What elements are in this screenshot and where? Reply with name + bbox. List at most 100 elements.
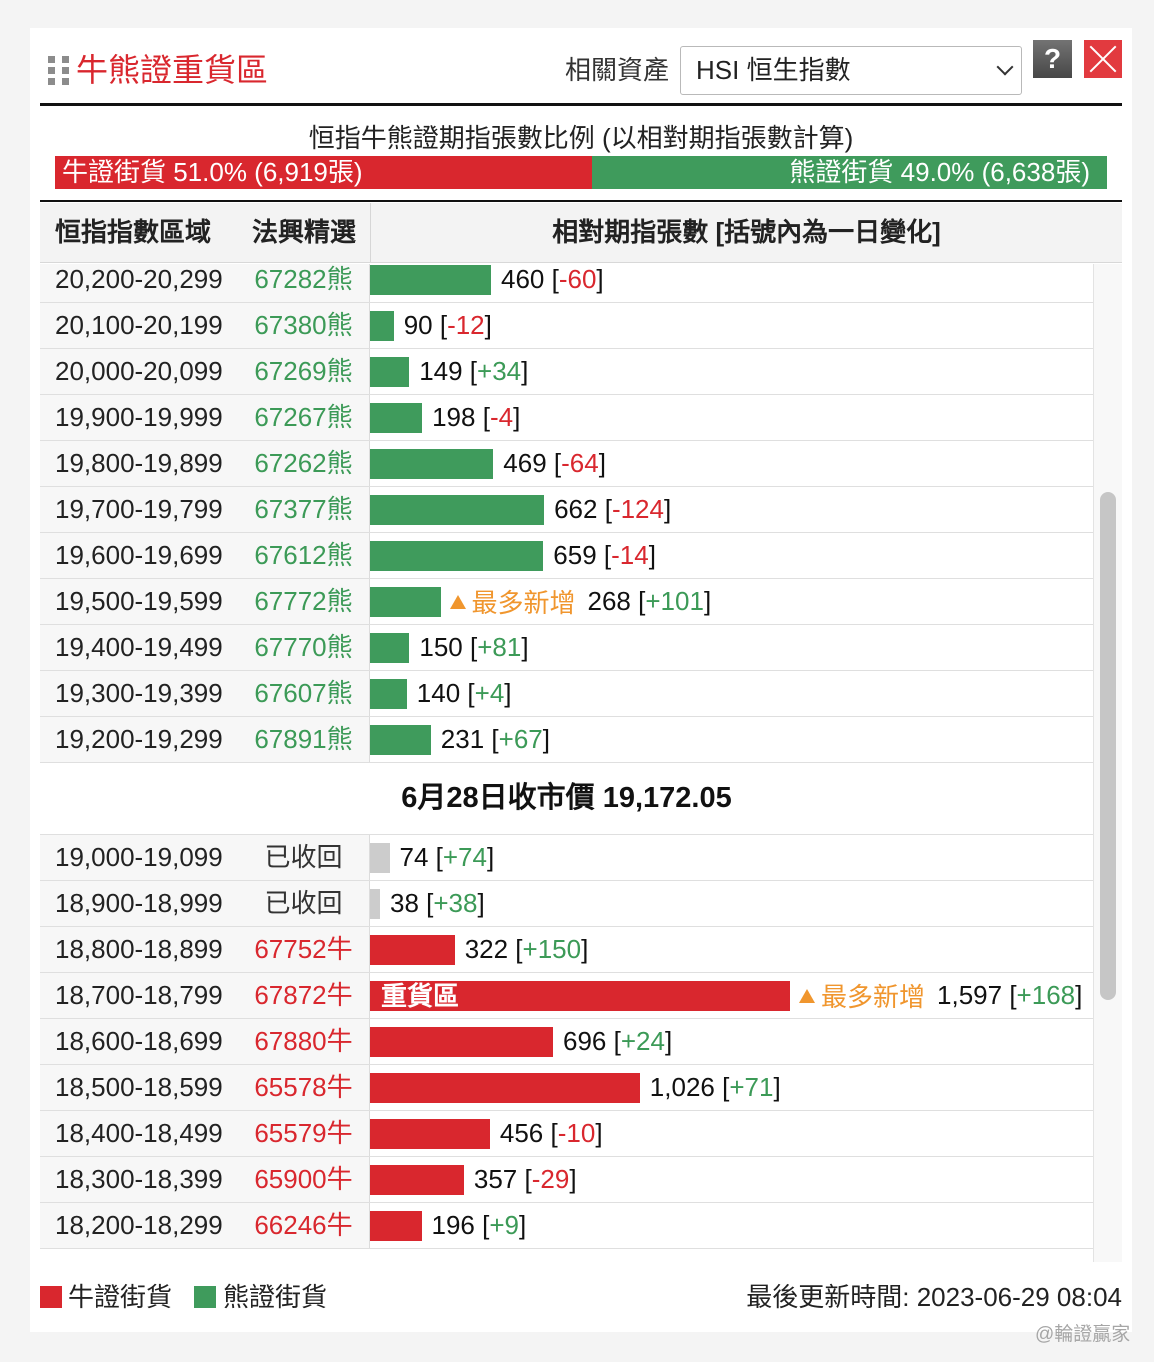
warrant-code-link[interactable]: 67262熊 xyxy=(238,441,370,486)
range-cell: 18,200-18,299 xyxy=(40,1203,238,1248)
range-cell: 19,300-19,399 xyxy=(40,671,238,716)
warrant-code-link[interactable]: 67772熊 xyxy=(238,579,370,624)
table-row: 18,900-18,999 已收回 38 [+38] xyxy=(40,881,1093,927)
warrant-code-link[interactable]: 67607熊 xyxy=(238,671,370,716)
value-label: 662 [-124] xyxy=(554,494,672,524)
scrollbar-track[interactable] xyxy=(1093,264,1122,1262)
bar-cell: 1,026 [+71] xyxy=(370,1065,1093,1110)
change-value: +67 xyxy=(498,724,543,754)
bar-cell: 198 [-4] xyxy=(370,395,1093,440)
help-button[interactable]: ? xyxy=(1033,40,1072,78)
range-cell: 18,800-18,899 xyxy=(40,927,238,972)
warrant-code-link[interactable]: 66246牛 xyxy=(238,1203,370,1248)
contracts-value: 659 xyxy=(553,540,597,570)
range-cell: 18,300-18,399 xyxy=(40,1157,238,1202)
change-value: +9 xyxy=(489,1210,519,1240)
warrant-code-link[interactable]: 67770熊 xyxy=(238,625,370,670)
warrant-code-link[interactable]: 65578牛 xyxy=(238,1065,370,1110)
range-cell: 18,700-18,799 xyxy=(40,973,238,1018)
warrant-code-link[interactable]: 67891熊 xyxy=(238,717,370,762)
value-label: 456 [-10] xyxy=(499,1118,603,1148)
bar-cell: 460 [-60] xyxy=(370,264,1093,302)
contracts-value: 38 xyxy=(390,888,419,918)
range-cell: 19,600-19,699 xyxy=(40,533,238,578)
legend-bull-label: 牛證街貨 xyxy=(68,1282,173,1312)
range-cell: 19,000-19,099 xyxy=(40,835,238,880)
change-value: -10 xyxy=(557,1118,596,1148)
contracts-value: 90 xyxy=(403,310,433,340)
table-row: 19,000-19,099 已收回 74 [+74] xyxy=(40,835,1093,881)
table-row: 19,300-19,399 67607熊 140 [+4] xyxy=(40,671,1093,717)
column-header-pick: 法興精選 xyxy=(251,217,356,247)
range-cell: 18,400-18,499 xyxy=(40,1111,238,1156)
table-row: 20,000-20,099 67269熊 149 [+34] xyxy=(40,349,1093,395)
watermark: @輪證贏家 xyxy=(1035,1324,1131,1345)
warrant-code-link[interactable]: 67282熊 xyxy=(238,264,370,302)
value-label: 460 [-60] xyxy=(501,264,604,294)
bar-inner-label: 重貨區 xyxy=(381,980,460,1011)
change-value: +150 xyxy=(522,934,582,964)
warrant-code-link[interactable]: 67267熊 xyxy=(238,395,370,440)
value-label: 149 [+34] xyxy=(419,356,529,386)
contracts-value: 268 xyxy=(587,586,631,616)
bar-cell: 456 [-10] xyxy=(370,1111,1093,1156)
contracts-value: 74 xyxy=(399,842,429,872)
warrant-code-link[interactable]: 67269熊 xyxy=(238,349,370,394)
bar-cell: 662 [-124] xyxy=(370,487,1093,532)
warrant-code-link[interactable]: 65579牛 xyxy=(238,1111,370,1156)
contracts-value: 469 xyxy=(503,448,547,478)
contracts-bar xyxy=(370,356,410,387)
bar-cell: 196 [+9] xyxy=(370,1203,1093,1248)
legend-bear-swatch xyxy=(194,1286,216,1308)
value-label: 231 [+67] xyxy=(440,724,550,754)
triangle-up-icon xyxy=(449,594,466,609)
table-header: 恒指指數區域 法興精選 相對期指張數 [括號內為一日變化] xyxy=(40,203,1122,263)
scrollbar-thumb[interactable] xyxy=(1100,492,1116,1000)
change-value: +168 xyxy=(1016,980,1076,1010)
warrant-code-link[interactable]: 65900牛 xyxy=(238,1157,370,1202)
legend-bear-label: 熊證街貨 xyxy=(223,1282,328,1312)
value-label: 150 [+81] xyxy=(419,632,529,662)
value-label: 38 [+38] xyxy=(390,888,485,918)
table-row: 18,700-18,799 67872牛 重貨區 最多新增 1,597 [+168] xyxy=(40,973,1093,1019)
contracts-bar xyxy=(370,724,431,755)
contracts-bar xyxy=(370,540,544,571)
warrant-code-link[interactable]: 67612熊 xyxy=(238,533,370,578)
bar-cell: 149 [+34] xyxy=(370,349,1093,394)
recovered-label: 已收回 xyxy=(238,881,370,926)
chevron-down-icon xyxy=(996,58,1014,76)
value-label: 357 [-29] xyxy=(473,1164,577,1194)
asset-select[interactable]: HSI 恒生指數 xyxy=(680,46,1022,95)
header-divider xyxy=(40,103,1122,106)
bar-cell: 最多新增 268 [+101] xyxy=(370,579,1093,624)
warrant-code-link[interactable]: 67880牛 xyxy=(238,1019,370,1064)
contracts-bar xyxy=(370,888,380,919)
contracts-bar xyxy=(370,310,394,341)
warrant-code-link[interactable]: 67380熊 xyxy=(238,303,370,348)
contracts-bar xyxy=(370,402,423,433)
range-cell: 19,500-19,599 xyxy=(40,579,238,624)
close-button[interactable] xyxy=(1084,40,1122,78)
column-header-range: 恒指指數區域 xyxy=(55,217,212,247)
change-value: +71 xyxy=(729,1072,774,1102)
drag-handle-icon[interactable] xyxy=(48,56,69,85)
bar-cell: 231 [+67] xyxy=(370,717,1093,762)
bar-cell: 150 [+81] xyxy=(370,625,1093,670)
ratio-bear-label: 熊證街貨 49.0% (6,638張) xyxy=(789,157,1090,187)
warrant-code-link[interactable]: 67752牛 xyxy=(238,927,370,972)
table-body[interactable]: 20,200-20,299 67282熊 460 [-60] 20,100-20,19… xyxy=(40,264,1122,1262)
range-cell: 20,200-20,299 xyxy=(40,264,238,302)
bar-cell: 38 [+38] xyxy=(370,881,1093,926)
table-row: 19,600-19,699 67612熊 659 [-14] xyxy=(40,533,1093,579)
table-rows: 20,200-20,299 67282熊 460 [-60] 20,100-20,19… xyxy=(40,264,1093,1249)
range-cell: 18,600-18,699 xyxy=(40,1019,238,1064)
range-cell: 19,700-19,799 xyxy=(40,487,238,532)
tag-badge: 最多新增 xyxy=(799,977,925,1014)
warrant-code-link[interactable]: 67377熊 xyxy=(238,487,370,532)
contracts-bar xyxy=(370,678,407,709)
warrant-code-link[interactable]: 67872牛 xyxy=(238,973,370,1018)
change-value: +24 xyxy=(620,1026,665,1056)
range-cell: 20,100-20,199 xyxy=(40,303,238,348)
table-row: 19,200-19,299 67891熊 231 [+67] xyxy=(40,717,1093,763)
tag-badge: 最多新增 xyxy=(449,583,576,620)
